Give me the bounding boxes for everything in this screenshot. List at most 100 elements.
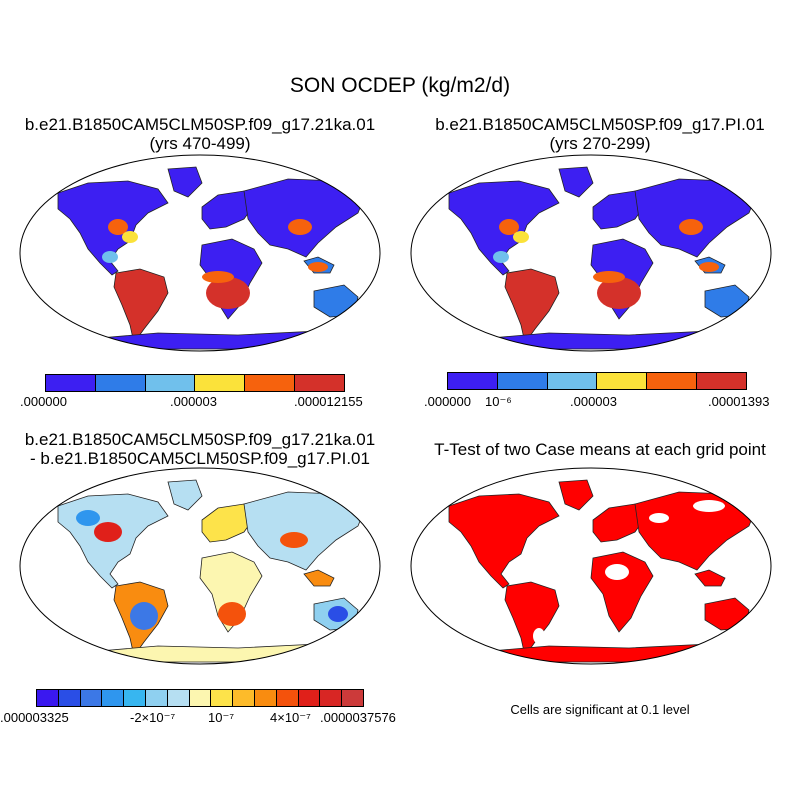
control-cbar-label-1: 10⁻⁶ [485, 394, 512, 409]
landmass-seAsia [694, 569, 726, 587]
colorbar-swatch [254, 690, 277, 706]
colorbar-swatch [102, 690, 125, 706]
high-deposition-region [597, 277, 641, 309]
colorbar-swatch [145, 375, 196, 391]
landmass-seAsia [303, 569, 335, 587]
colorbar-swatch [320, 690, 343, 706]
negative-difference-region [76, 510, 100, 526]
difference-map [19, 467, 381, 665]
map-border [19, 467, 381, 665]
negative-difference-region [130, 602, 158, 630]
difference-title-line1: b.e21.B1850CAM5CLM50SP.f09_g17.21ka.01 [24, 430, 376, 449]
moderate-deposition-region [308, 262, 328, 272]
landmass-greenland [167, 166, 203, 198]
control-title-line2: (yrs 270-299) [549, 134, 651, 153]
not-significant-area [649, 513, 669, 523]
difference-title-line2: - b.e21.B1850CAM5CLM50SP.f09_g17.PI.01 [30, 449, 370, 468]
colorbar-swatch [547, 373, 598, 389]
colorbar-swatch [448, 373, 498, 389]
colorbar-swatch [95, 375, 146, 391]
landmass-europe [592, 190, 646, 230]
case-cbar-label-min: .000000 [20, 394, 67, 409]
negative-difference-region [328, 606, 348, 622]
control-cbar-label-min: .000000 [424, 394, 471, 409]
colorbar-swatch [295, 375, 344, 391]
colorbar-swatch [124, 690, 146, 706]
landmass-greenland [558, 166, 594, 198]
colorbar-swatch [342, 690, 363, 706]
difference-cbar-label-1: -2×10⁻⁷ [130, 710, 176, 725]
medium-deposition-region [122, 231, 138, 243]
difference-colorbar [36, 689, 364, 707]
not-significant-area [693, 500, 725, 512]
not-significant-area [605, 564, 629, 580]
moderate-deposition-region [679, 219, 703, 235]
landmass-greenland [558, 479, 594, 511]
high-deposition-region [206, 277, 250, 309]
map-border [410, 467, 772, 665]
landmass-southAmerica [504, 268, 560, 344]
control-title-line1: b.e21.B1850CAM5CLM50SP.f09_g17.PI.01 [435, 115, 765, 134]
colorbar-swatch [233, 690, 255, 706]
positive-difference-region [280, 532, 308, 548]
significance-note: Cells are significant at 0.1 level [510, 702, 690, 717]
landmass-europe [201, 503, 255, 543]
control-cbar-label-2: .000003 [570, 394, 617, 409]
landmass-northAmerica [448, 493, 560, 589]
ttest-title: T-Test of two Case means at each grid po… [434, 440, 766, 459]
not-significant-area [533, 628, 545, 644]
low-deposition-region [493, 251, 509, 263]
colorbar-swatch [497, 373, 548, 389]
colorbar-swatch [46, 375, 96, 391]
colorbar-swatch [37, 690, 59, 706]
landmass-europe [592, 503, 646, 543]
colorbar-swatch [647, 373, 698, 389]
case-map [19, 154, 381, 352]
difference-cbar-label-3: 4×10⁻⁷ [270, 710, 311, 725]
low-deposition-region [102, 251, 118, 263]
case-title-line2: (yrs 470-499) [149, 134, 251, 153]
colorbar-swatch [195, 375, 246, 391]
medium-deposition-region [513, 231, 529, 243]
colorbar-swatch [211, 690, 234, 706]
control-colorbar [447, 372, 747, 390]
difference-cbar-label-max: .0000037576 [320, 710, 396, 725]
colorbar-swatch [298, 690, 321, 706]
moderate-deposition-region [499, 219, 519, 235]
difference-panel-title: b.e21.B1850CAM5CLM50SP.f09_g17.21ka.01 -… [0, 430, 400, 468]
landmass-greenland [167, 479, 203, 511]
case-cbar-label-max: .000012155 [294, 394, 363, 409]
control-panel-title: b.e21.B1850CAM5CLM50SP.f09_g17.PI.01 (yr… [400, 115, 800, 153]
map-border [19, 154, 381, 352]
landmass-europe [201, 190, 255, 230]
colorbar-swatch [167, 690, 190, 706]
colorbar-swatch [697, 373, 746, 389]
colorbar-swatch [58, 690, 81, 706]
colorbar-swatch [189, 690, 212, 706]
colorbar-swatch [80, 690, 103, 706]
ttest-panel-title: T-Test of two Case means at each grid po… [400, 440, 800, 459]
moderate-deposition-region [108, 219, 128, 235]
moderate-deposition-region [699, 262, 719, 272]
colorbar-swatch [276, 690, 299, 706]
difference-cbar-label-min: .000003325 [0, 710, 69, 725]
ttest-map [410, 467, 772, 665]
landmass-southAmerica [504, 581, 560, 657]
colorbar-swatch [245, 375, 296, 391]
control-cbar-label-max: .00001393 [708, 394, 770, 409]
colorbar-swatch [597, 373, 648, 389]
positive-difference-region [94, 522, 122, 542]
moderate-deposition-region [593, 271, 625, 283]
case-panel-title: b.e21.B1850CAM5CLM50SP.f09_g17.21ka.01 (… [0, 115, 400, 153]
case-cbar-label-mid: .000003 [170, 394, 217, 409]
landmass-southAmerica [113, 268, 169, 344]
control-map [410, 154, 772, 352]
moderate-deposition-region [202, 271, 234, 283]
moderate-deposition-region [288, 219, 312, 235]
case-title-line1: b.e21.B1850CAM5CLM50SP.f09_g17.21ka.01 [24, 115, 376, 134]
case-colorbar [45, 374, 345, 392]
difference-cbar-label-2: 10⁻⁷ [208, 710, 235, 725]
map-border [410, 154, 772, 352]
figure-title: SON OCDEP (kg/m2/d) [289, 74, 511, 97]
positive-difference-region [218, 602, 246, 626]
